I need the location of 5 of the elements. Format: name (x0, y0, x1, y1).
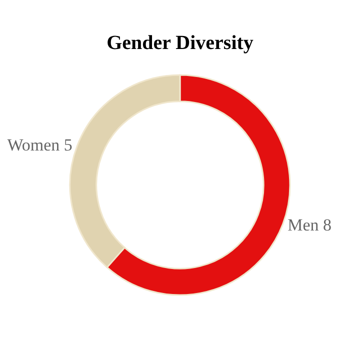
data-label: 5 (64, 135, 72, 154)
slice-label: Men (288, 216, 320, 235)
chart-title: Gender Diversity (106, 32, 254, 54)
slice-label: Women (7, 135, 60, 154)
data-label: 8 (323, 216, 332, 235)
